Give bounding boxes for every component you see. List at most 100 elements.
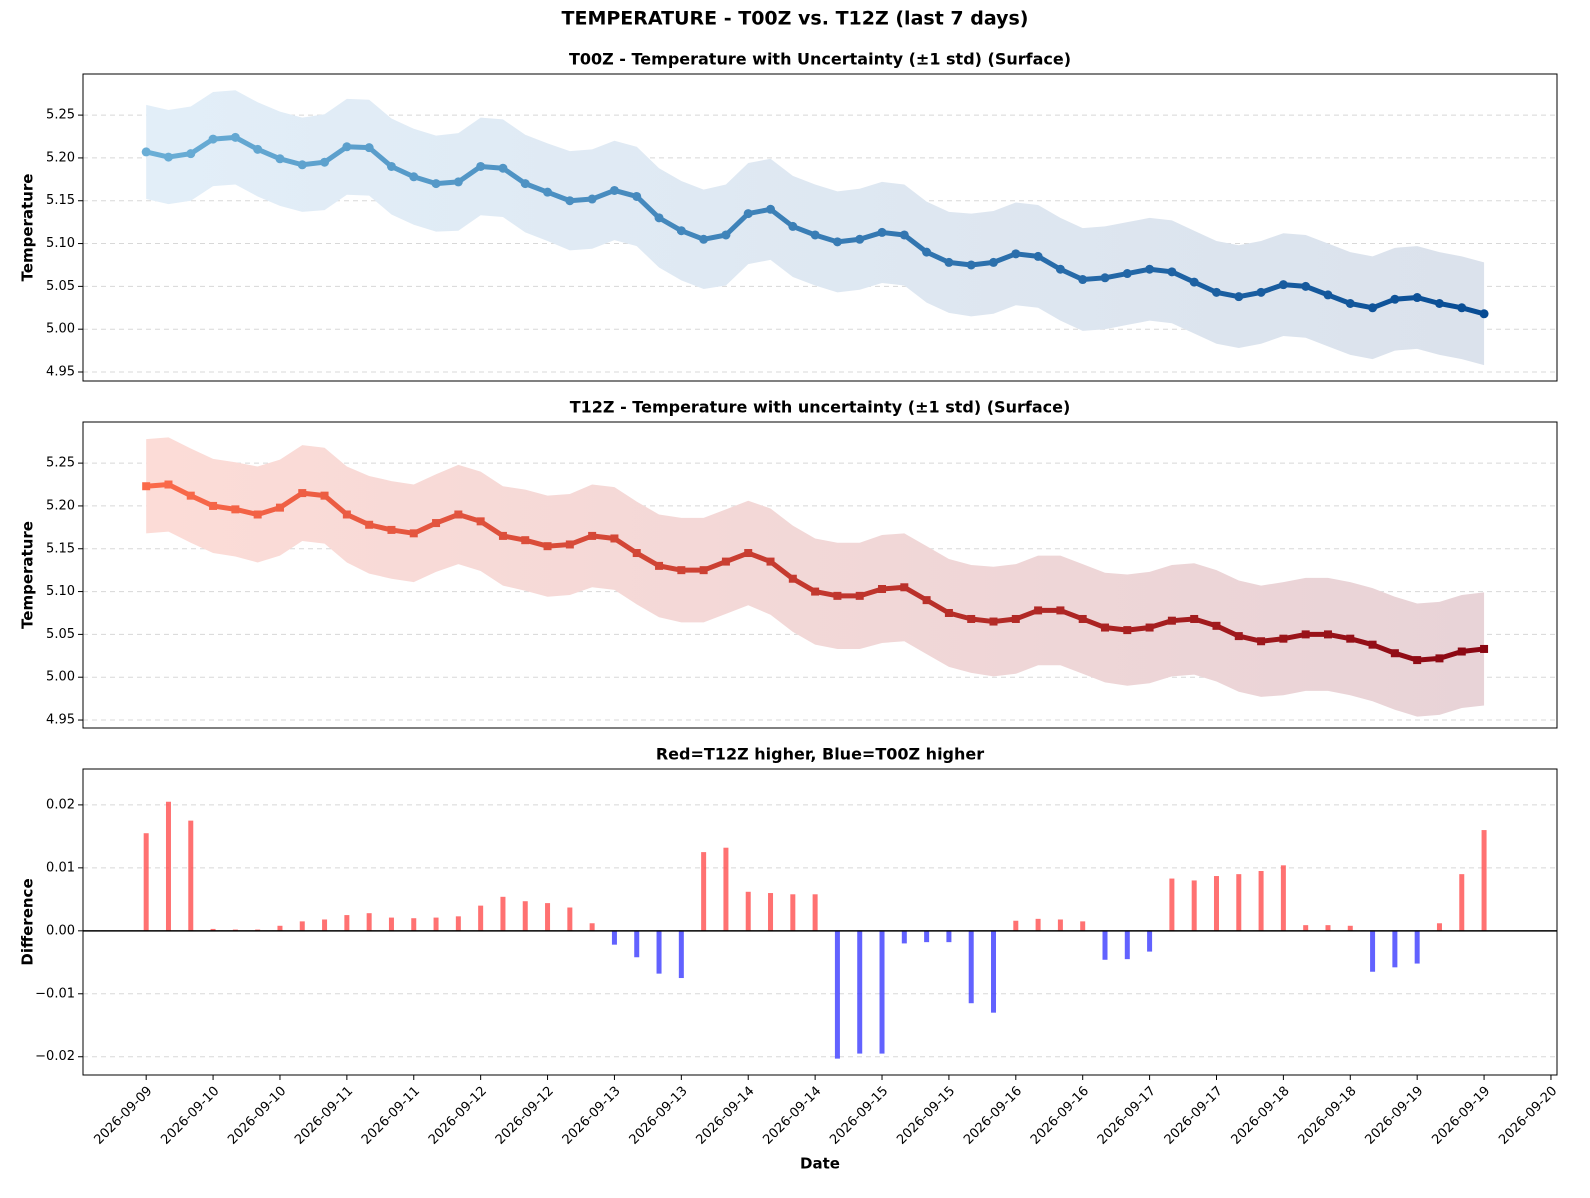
- marker: [966, 260, 976, 270]
- marker: [1145, 623, 1154, 632]
- marker: [1368, 640, 1377, 649]
- bar: [678, 930, 684, 979]
- x-tick-label: 2026-09-13: [627, 1084, 691, 1148]
- marker: [721, 230, 731, 240]
- bar: [165, 801, 171, 931]
- bar: [1303, 925, 1309, 931]
- marker: [878, 585, 887, 594]
- marker: [498, 163, 508, 173]
- bar: [701, 852, 707, 931]
- marker: [877, 227, 887, 237]
- marker: [565, 196, 575, 206]
- x-tick-label: 2026-09-13: [560, 1084, 624, 1148]
- bar: [924, 930, 930, 943]
- bar: [1258, 871, 1264, 931]
- marker: [1056, 606, 1065, 615]
- marker: [320, 491, 329, 500]
- marker: [1412, 293, 1422, 303]
- bar: [143, 833, 149, 931]
- marker: [253, 510, 262, 519]
- bar: [1102, 930, 1108, 960]
- marker: [1301, 281, 1311, 291]
- marker: [543, 187, 553, 197]
- bar: [1035, 918, 1041, 931]
- bar: [1213, 876, 1219, 931]
- marker: [900, 583, 909, 592]
- bar: [834, 930, 840, 1059]
- bar: [634, 930, 640, 958]
- bar: [500, 896, 506, 931]
- figure-title: TEMPERATURE - T00Z vs. T12Z (last 7 days…: [562, 8, 1029, 30]
- y-tick-label: 5.20: [46, 150, 75, 165]
- marker: [1234, 632, 1243, 641]
- marker: [1167, 616, 1176, 625]
- bar: [879, 930, 885, 1054]
- marker: [1011, 249, 1021, 259]
- marker: [409, 529, 418, 538]
- marker: [186, 149, 196, 159]
- plot-frame: [82, 73, 1558, 382]
- bar: [1124, 930, 1130, 960]
- bar: [946, 930, 952, 943]
- y-tick-label: 5.00: [46, 670, 75, 685]
- bar: [522, 901, 528, 931]
- marker: [386, 161, 396, 171]
- marker: [163, 152, 173, 162]
- bar: [1459, 874, 1465, 931]
- marker: [699, 566, 708, 575]
- panel-title: T00Z - Temperature with Uncertainty (±1 …: [569, 50, 1071, 69]
- marker: [1234, 292, 1244, 302]
- marker: [387, 525, 396, 534]
- y-axis-label: Difference: [19, 878, 37, 965]
- marker: [1100, 273, 1110, 283]
- marker: [833, 591, 842, 600]
- bar: [1347, 925, 1353, 931]
- marker: [610, 534, 619, 543]
- marker: [1479, 309, 1489, 319]
- marker: [1257, 637, 1266, 646]
- marker: [253, 144, 263, 154]
- x-axis-label: Date: [800, 1155, 840, 1173]
- bar: [322, 919, 328, 931]
- marker: [1323, 630, 1332, 639]
- x-tick-label: 2026-09-15: [894, 1084, 958, 1148]
- x-tick-label: 2026-09-14: [693, 1084, 757, 1148]
- marker: [565, 540, 574, 549]
- bar: [656, 930, 662, 974]
- bar: [455, 916, 461, 931]
- marker: [788, 221, 798, 231]
- y-tick-label: 0.01: [46, 860, 75, 875]
- x-tick-label: 2026-09-12: [493, 1084, 557, 1148]
- bar: [1236, 874, 1242, 931]
- bar: [1370, 930, 1376, 972]
- bar: [433, 917, 439, 931]
- marker: [498, 531, 507, 540]
- marker: [1323, 290, 1333, 300]
- marker: [989, 257, 999, 267]
- marker: [1256, 287, 1266, 297]
- x-tick-label: 2026-09-12: [426, 1084, 490, 1148]
- y-tick-label: 5.10: [46, 236, 75, 251]
- marker: [922, 247, 932, 257]
- marker: [632, 549, 641, 558]
- marker: [1345, 299, 1355, 309]
- marker: [1435, 654, 1444, 663]
- bar: [1280, 865, 1286, 931]
- marker: [676, 226, 686, 236]
- marker: [1390, 649, 1399, 658]
- marker: [342, 142, 352, 152]
- panel-title: Red=T12Z higher, Blue=T00Z higher: [656, 745, 984, 764]
- bar: [478, 905, 484, 931]
- bar: [1080, 921, 1086, 931]
- bar: [188, 820, 194, 931]
- marker: [141, 147, 151, 157]
- bar: [745, 891, 751, 931]
- marker: [1211, 287, 1221, 297]
- marker: [432, 519, 441, 528]
- marker: [766, 204, 776, 214]
- marker: [365, 520, 374, 529]
- marker: [209, 501, 218, 510]
- panel-title: T12Z - Temperature with uncertainty (±1 …: [570, 398, 1071, 417]
- x-tick-label: 2026-09-18: [1229, 1084, 1293, 1148]
